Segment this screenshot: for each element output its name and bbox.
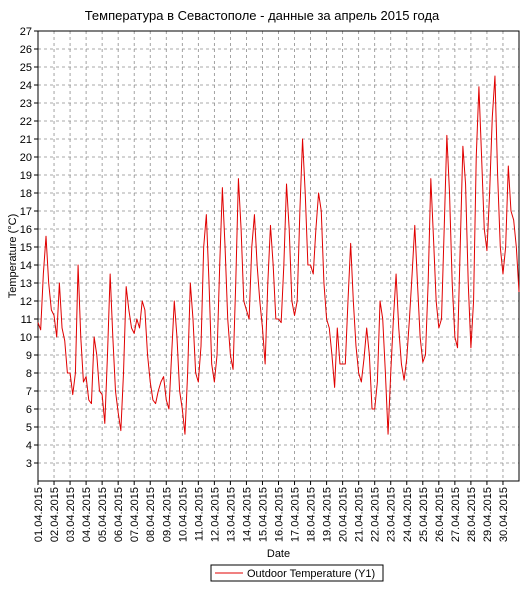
- x-tick-label: 27.04.2015: [450, 487, 462, 542]
- x-tick-label: 12.04.2015: [209, 487, 221, 542]
- x-tick-label: 08.04.2015: [145, 487, 157, 542]
- y-tick-label: 22: [20, 116, 32, 128]
- y-tick-label: 19: [20, 170, 32, 182]
- x-tick-label: 05.04.2015: [97, 487, 109, 542]
- y-tick-label: 7: [26, 386, 32, 398]
- y-tick-label: 13: [20, 278, 32, 290]
- y-tick-label: 4: [26, 440, 32, 452]
- chart-title: Температура в Севастополе - данные за ап…: [85, 8, 440, 23]
- legend-box: [210, 564, 384, 582]
- y-tick-label: 24: [20, 80, 32, 92]
- x-tick-label: 29.04.2015: [482, 487, 494, 542]
- x-tick-label: 18.04.2015: [306, 487, 318, 542]
- x-tick-label: 06.04.2015: [113, 487, 125, 542]
- x-tick-label: 14.04.2015: [241, 487, 253, 542]
- x-tick-label: 24.04.2015: [402, 487, 414, 542]
- series-layer: [37, 75, 520, 435]
- y-tick-label: 20: [20, 152, 32, 164]
- x-tick-label: 28.04.2015: [466, 487, 478, 542]
- legend-entry: Outdoor Temperature (Y1): [247, 568, 375, 580]
- x-tick-label: 25.04.2015: [418, 487, 430, 542]
- y-tick-label: 10: [20, 332, 32, 344]
- y-axis-label: Temperature (°C): [7, 214, 19, 298]
- x-axis-label: Date: [267, 548, 290, 560]
- x-tick-label: 07.04.2015: [129, 487, 141, 542]
- x-tick-label: 13.04.2015: [225, 487, 237, 542]
- y-tick-label: 23: [20, 98, 32, 110]
- x-tick-label: 20.04.2015: [338, 487, 350, 542]
- series-line-outdoor-temperature: [37, 75, 520, 435]
- y-tick-label: 8: [26, 368, 32, 380]
- y-tick-label: 26: [20, 44, 32, 56]
- x-tick-label: 23.04.2015: [386, 487, 398, 542]
- x-tick-label: 30.04.2015: [498, 487, 510, 542]
- y-tick-label: 5: [26, 422, 32, 434]
- y-tick-label: 14: [20, 260, 32, 272]
- x-tick-label: 26.04.2015: [434, 487, 446, 542]
- x-tick-label: 22.04.2015: [370, 487, 382, 542]
- x-tick-label: 04.04.2015: [81, 487, 93, 542]
- x-tick-label: 15.04.2015: [257, 487, 269, 542]
- y-tick-label: 15: [20, 242, 32, 254]
- y-tick-label: 16: [20, 224, 32, 236]
- chart-grid: [38, 30, 519, 481]
- y-tick-label: 25: [20, 62, 32, 74]
- x-tick-label: 03.04.2015: [65, 487, 77, 542]
- y-tick-label: 27: [20, 26, 32, 38]
- x-tick-label: 11.04.2015: [193, 487, 205, 541]
- x-tick-label: 01.04.2015: [33, 487, 45, 542]
- y-tick-label: 17: [20, 206, 32, 218]
- legend: Outdoor Temperature (Y1): [210, 564, 384, 582]
- x-tick-label: 21.04.2015: [354, 487, 366, 542]
- x-tick-label: 17.04.2015: [290, 487, 302, 542]
- y-tick-label: 6: [26, 404, 32, 416]
- y-tick-label: 3: [26, 458, 32, 470]
- y-axis-ticks: 3 4 5 6 7 8 9 10 11 12 13 14 15 16 17 18 19 20 21 22 23 24 25 2…: [20, 26, 38, 470]
- x-tick-label: 19.04.2015: [322, 487, 334, 542]
- y-tick-label: 11: [21, 314, 32, 326]
- y-tick-label: 21: [20, 134, 32, 146]
- plot-frame: [37, 30, 520, 482]
- y-tick-label: 12: [20, 296, 32, 308]
- x-tick-label: 09.04.2015: [161, 487, 173, 542]
- x-tick-label: 02.04.2015: [49, 487, 61, 542]
- x-tick-label: 10.04.2015: [177, 487, 189, 542]
- x-axis-ticks: 01.04.2015 02.04.2015 03.04.2015 04.04.2015…: [33, 481, 510, 542]
- y-tick-label: 9: [26, 350, 32, 362]
- x-tick-label: 16.04.2015: [274, 487, 286, 542]
- y-tick-label: 18: [20, 188, 32, 200]
